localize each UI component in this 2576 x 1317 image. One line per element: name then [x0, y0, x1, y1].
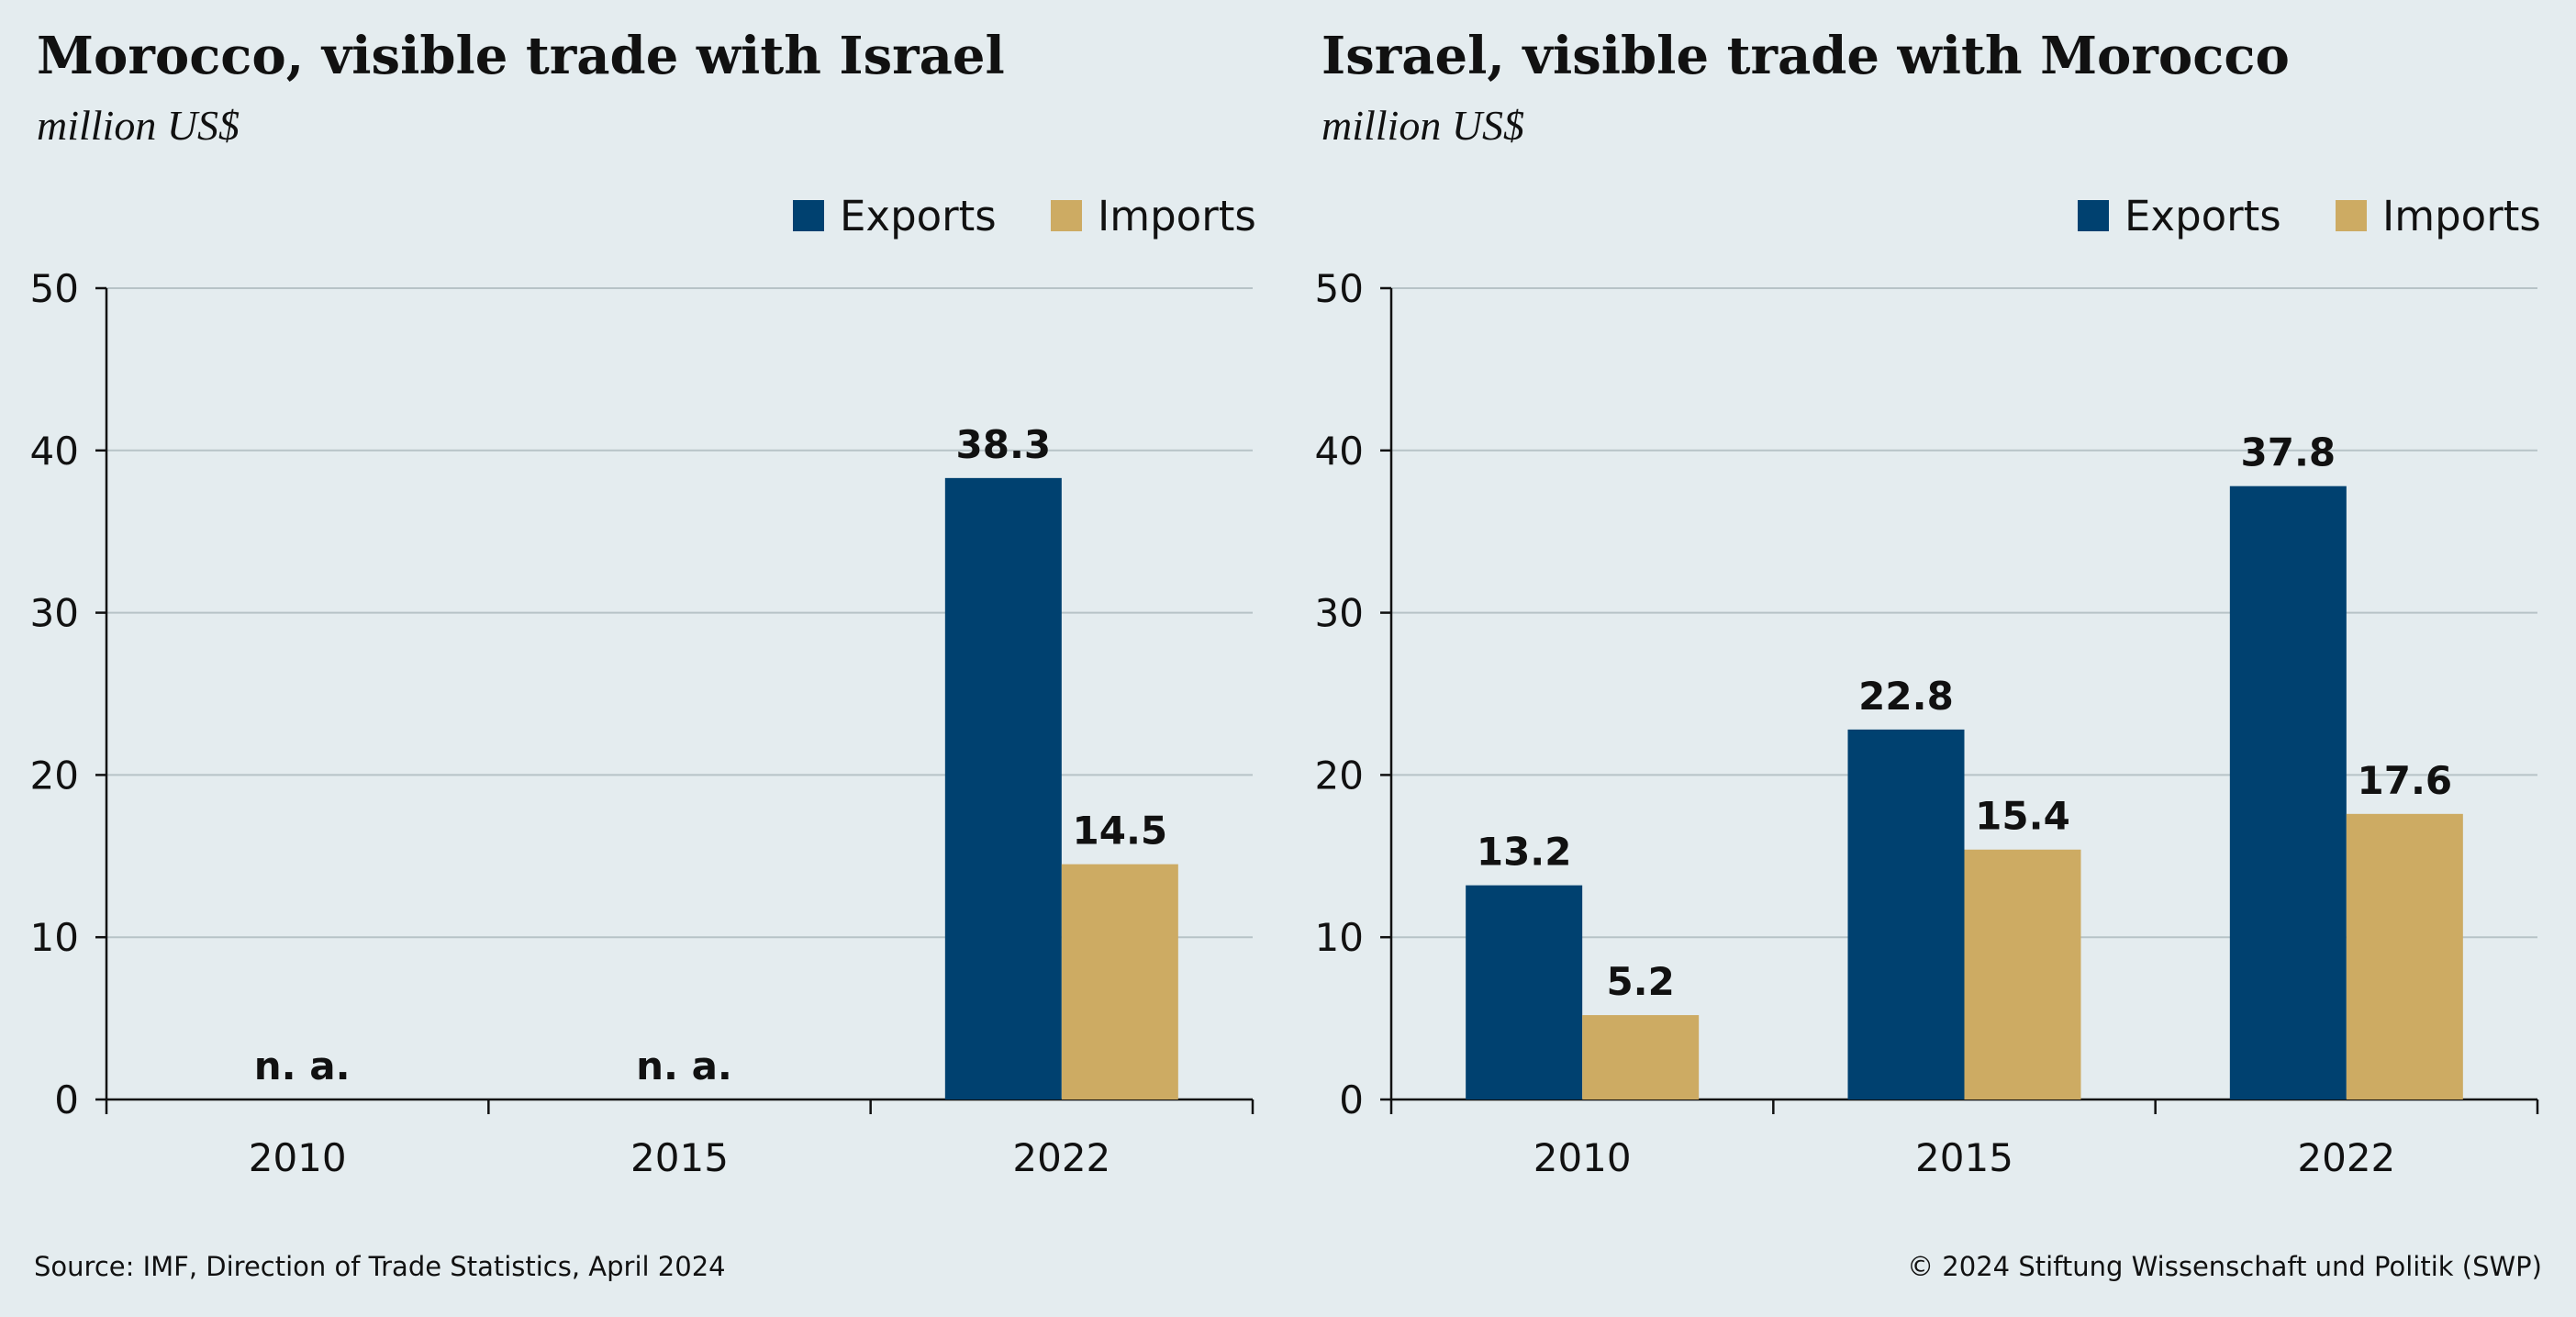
- imports-bar: [2346, 813, 2463, 1099]
- legend-imports-swatch: [2336, 200, 2367, 231]
- legend-exports-label: Exports: [2124, 192, 2281, 240]
- y-tick-label: 10: [30, 915, 79, 960]
- not-available-label: n. a.: [636, 1044, 732, 1088]
- y-tick-label: 40: [1315, 429, 1364, 474]
- source-note: Source: IMF, Direction of Trade Statisti…: [34, 1251, 726, 1282]
- y-tick-label: 30: [30, 591, 79, 636]
- legend-exports-label: Exports: [840, 192, 997, 240]
- legend-exports-swatch: [2078, 200, 2109, 231]
- data-label: 37.8: [2241, 430, 2336, 475]
- imports-bar: [1582, 1015, 1700, 1099]
- x-tick-label: 2022: [2297, 1135, 2395, 1180]
- x-tick-label: 2022: [1012, 1135, 1110, 1180]
- legend-imports-label: Imports: [2382, 192, 2541, 240]
- chart-subtitle: million US$: [1321, 102, 1525, 149]
- exports-bar: [1847, 729, 1965, 1099]
- chart-title: Morocco, visible trade with Israel: [37, 26, 1005, 86]
- y-tick-label: 50: [1315, 266, 1364, 311]
- y-tick-label: 30: [1315, 591, 1364, 636]
- data-label: 5.2: [1606, 959, 1674, 1004]
- legend-exports-swatch: [793, 200, 824, 231]
- x-tick-label: 2010: [249, 1135, 347, 1180]
- data-label: 22.8: [1858, 674, 1954, 719]
- x-tick-label: 2010: [1533, 1135, 1632, 1180]
- data-label: 14.5: [1073, 809, 1168, 854]
- imports-bar: [1061, 864, 1178, 1099]
- y-tick-label: 40: [30, 429, 79, 474]
- y-tick-label: 0: [1339, 1077, 1364, 1122]
- exports-bar: [2229, 486, 2347, 1099]
- exports-bar: [1466, 885, 1583, 1099]
- x-tick-label: 2015: [1915, 1135, 2013, 1180]
- not-available-label: n. a.: [254, 1044, 351, 1088]
- data-label: 13.2: [1477, 830, 1572, 875]
- y-tick-label: 50: [30, 266, 79, 311]
- chart-subtitle: million US$: [37, 102, 240, 149]
- chart-panel-morocco: Morocco, visible trade with Israel milli…: [0, 0, 1285, 1221]
- copyright-note: © 2024 Stiftung Wissenschaft und Politik…: [1907, 1251, 2542, 1282]
- chart-panel-israel: Israel, visible trade with Morocco milli…: [1285, 0, 2570, 1221]
- legend-imports-label: Imports: [1098, 192, 1256, 240]
- chart-title: Israel, visible trade with Morocco: [1321, 26, 2290, 86]
- exports-bar: [944, 477, 1062, 1099]
- y-tick-label: 0: [54, 1077, 79, 1122]
- imports-bar: [1964, 849, 2081, 1099]
- bar-chart-israel: 0 10 20 30 40 50 2010 13.2 5.2 2015 22.8 15.4 2022 37…: [1315, 192, 2541, 1180]
- legend-imports-swatch: [1051, 200, 1082, 231]
- y-tick-label: 20: [1315, 753, 1364, 798]
- x-tick-label: 2015: [630, 1135, 729, 1180]
- y-tick-label: 20: [30, 753, 79, 798]
- data-label: 15.4: [1975, 794, 2070, 839]
- data-label: 17.6: [2358, 758, 2453, 803]
- data-label: 38.3: [956, 422, 1052, 467]
- y-tick-label: 10: [1315, 915, 1364, 960]
- bar-chart-morocco: 0 10 20 30 40 50 2010 n. a. 2015 n. a. 2022 38.3 14.…: [30, 192, 1256, 1180]
